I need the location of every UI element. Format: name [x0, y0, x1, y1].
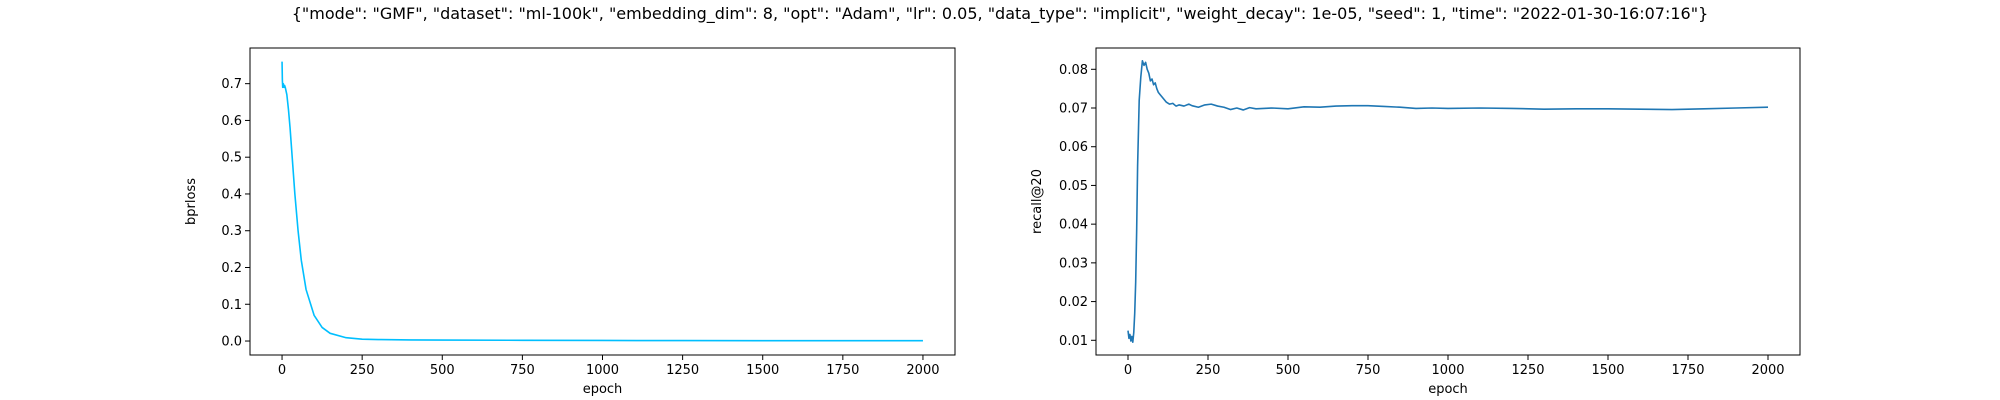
x-tick-label: 1000: [1431, 363, 1464, 378]
figure-title: {"mode": "GMF", "dataset": "ml-100k", "e…: [291, 4, 1709, 23]
x-axis-label: epoch: [583, 382, 623, 397]
y-tick-label: 0.06: [1059, 140, 1088, 155]
y-tick-label: 0.4: [221, 187, 242, 202]
y-tick-label: 0.05: [1059, 179, 1088, 194]
y-tick-label: 0.2: [221, 261, 242, 276]
y-tick-label: 0.03: [1059, 256, 1088, 271]
series-line-bprloss: [281, 61, 923, 342]
y-tick-label: 0.0: [221, 335, 242, 350]
x-tick-label: 250: [1196, 363, 1221, 378]
chart-panel-bprloss: 0 250 500 750 1000 1250 1500 1750 2000 0.0 0.1 0.2 0…: [184, 47, 956, 397]
x-tick-label: 500: [1276, 363, 1301, 378]
chart-panel-recall: 0 250 500 750 1000 1250 1500 1750 2000 0.01 0.02 0.…: [1030, 47, 1801, 397]
x-tick-label: 1500: [1591, 363, 1624, 378]
x-axis-label: epoch: [1428, 382, 1468, 397]
x-tick-label: 500: [430, 363, 455, 378]
y-tick-label: 0.5: [221, 151, 242, 166]
y-axis-label: recall@20: [1030, 169, 1045, 234]
y-tick-label: 0.7: [221, 77, 242, 92]
y-tick-label: 0.07: [1059, 102, 1088, 117]
x-tick-label: 1250: [666, 363, 699, 378]
y-tick-label: 0.02: [1059, 295, 1088, 310]
y-tick-label: 0.01: [1059, 334, 1088, 349]
y-axis-label: bprloss: [184, 178, 199, 225]
y-tick-label: 0.1: [221, 298, 242, 313]
y-tick-label: 0.08: [1059, 63, 1088, 78]
x-tick-label: 0: [1124, 363, 1132, 378]
x-tick-label: 250: [350, 363, 375, 378]
x-tick-label: 0: [278, 363, 286, 378]
plot-frame-recall: [1095, 47, 1801, 356]
y-tick-label: 0.3: [221, 224, 242, 239]
plot-frame-bprloss: [249, 47, 956, 356]
x-tick-label: 1000: [586, 363, 619, 378]
x-tick-label: 750: [1356, 363, 1381, 378]
x-tick-label: 2000: [906, 363, 939, 378]
series-line-recall: [1127, 59, 1769, 344]
y-tick-label: 0.6: [221, 114, 242, 129]
x-tick-label: 1500: [746, 363, 779, 378]
y-tick-label: 0.04: [1059, 218, 1088, 233]
x-tick-label: 2000: [1751, 363, 1784, 378]
x-tick-label: 1250: [1511, 363, 1544, 378]
x-tick-label: 750: [510, 363, 535, 378]
x-tick-label: 1750: [826, 363, 859, 378]
x-tick-label: 1750: [1671, 363, 1704, 378]
